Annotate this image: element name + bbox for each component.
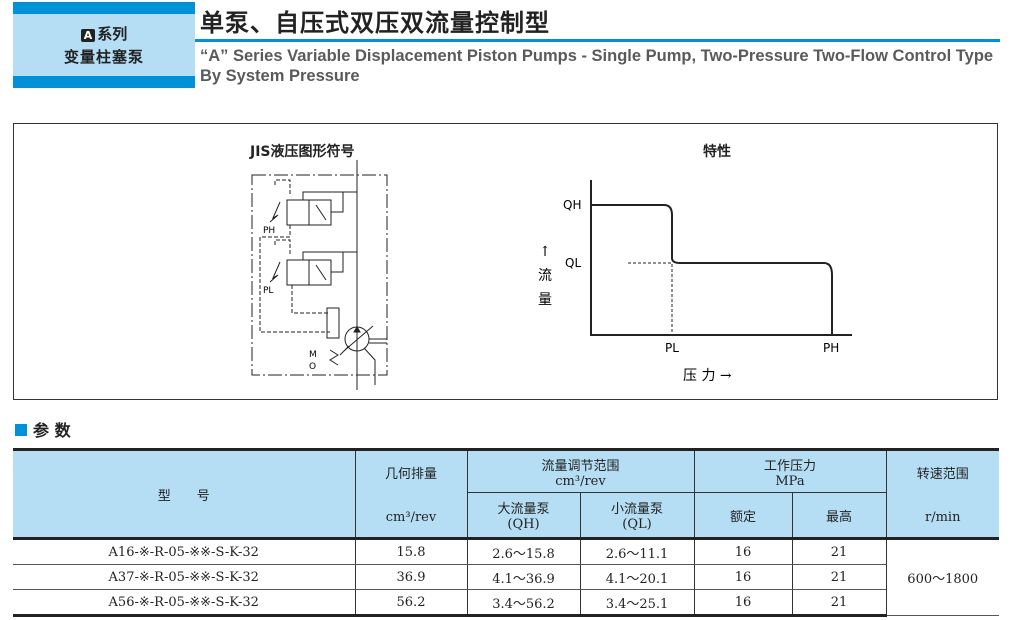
qh-tick: QH [563,198,582,212]
params-table: 型 号 几何排量 cm³/rev 流量调节范围 cm³/rev 工作压力 MPa 转速… [13,448,999,617]
cell-disp: 15.8 [354,537,467,565]
axes [590,180,852,336]
diagram-panel [13,123,998,400]
page-subtitle: “A” Series Variable Displacement Piston … [200,47,994,85]
flow-curve [591,204,833,335]
cell-disp: 36.9 [354,564,467,590]
cell-model: A37-※-R-05-※※-S-K-32 [13,564,355,590]
params-heading: 参 数 [15,417,71,441]
cell-ql: 4.1～20.1 [579,564,694,590]
series-badge: A 系列 变量柱塞泵 [13,2,195,88]
symbol-title: JIS液压图形符号 [250,144,355,160]
pl-tick: PL [665,341,679,355]
cell-ql: 3.4～25.1 [579,589,694,617]
hydraulic-symbol [251,160,388,390]
cell-max: 21 [791,537,886,565]
ql-tick: QL [565,256,582,270]
pl-label: PL [263,286,274,296]
header-rated: 额定 [693,492,793,539]
x-axis-label: 压 力 → [683,368,732,384]
o-label: O [309,362,317,372]
cell-qh: 4.1～36.9 [466,564,580,590]
cell-rated: 16 [693,537,792,565]
table-row: A37-※-R-05-※※-S-K-32 36.9 4.1～36.9 4.1～20.1… [13,564,999,590]
header-flow: 流量调节范围 cm³/rev [466,448,695,493]
header-speed: 转速范围 r/min [885,448,999,539]
guide-lines [628,262,673,335]
cell-rated: 16 [693,564,792,590]
page-title: 单泵、自压式双压双流量控制型 [200,9,550,37]
cell-max: 21 [791,589,886,617]
header-model: 型 号 [13,448,356,539]
cell-qh: 3.4～56.2 [466,589,580,617]
square-icon [15,424,27,436]
cell-rated: 16 [693,589,792,617]
series-label: 系列 [97,25,128,43]
table-row: A16-※-R-05-※※-S-K-32 15.8 2.6～15.8 2.6～11.1… [13,537,999,616]
ph-label: PH [263,226,276,236]
table-row: A56-※-R-05-※※-S-K-32 56.2 3.4～56.2 3.4～25.1… [13,589,999,617]
header-big-pump: 大流量泵 (QH) [467,492,581,539]
title-divider [195,39,1000,42]
y-axis-label: ↑ 流量 [538,244,552,308]
characteristic-title: 特性 [703,144,731,160]
cell-disp: 56.2 [354,589,467,617]
series-logo: A [80,29,96,42]
header-small-pump: 小流量泵 (QL) [579,492,695,539]
header-displacement: 几何排量 cm³/rev [354,448,468,539]
ph-tick: PH [823,341,840,355]
header-max: 最高 [791,492,886,539]
cell-max: 21 [791,564,886,590]
cell-speed: 600～1800 [885,537,999,616]
cell-ql: 2.6～11.1 [579,537,694,565]
m-label: M [309,350,317,360]
cell-model: A16-※-R-05-※※-S-K-32 [13,537,355,565]
header-pressure: 工作压力 MPa [693,448,887,493]
series-sub: 变量柱塞泵 [63,48,144,66]
cell-qh: 2.6～15.8 [466,537,580,565]
cell-model: A56-※-R-05-※※-S-K-32 [13,589,355,617]
